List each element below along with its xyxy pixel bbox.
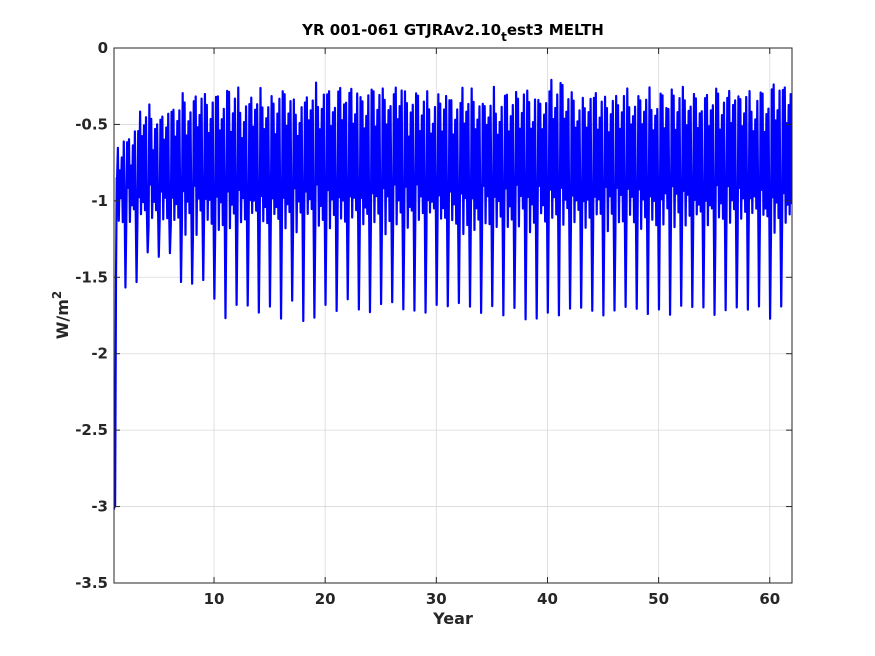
x-tick-label: 10 — [204, 590, 225, 608]
x-tick-label: 30 — [426, 590, 447, 608]
x-tick-label: 20 — [315, 590, 336, 608]
y-tick-label: -3.5 — [75, 574, 108, 592]
y-axis-ticks: 0 -0.5 -1 -1.5 -2 -2.5 -3 -3.5 — [75, 39, 792, 592]
x-tick-label: 40 — [537, 590, 558, 608]
x-tick-label: 50 — [648, 590, 669, 608]
y-tick-label: -2.5 — [75, 421, 108, 439]
chart-title-rest: est3 MELTH — [507, 21, 604, 39]
y-axis-label-superscript: 2 — [50, 291, 64, 299]
y-tick-label: -2 — [91, 345, 108, 363]
chart-title-main: YR 001-061 GTJRAv2.10 — [301, 21, 501, 39]
series-line-melth — [114, 78, 792, 510]
plot-clip — [114, 78, 792, 510]
y-axis-label-base: W/m — [53, 299, 72, 339]
y-tick-label: -3 — [91, 498, 108, 516]
plot-area-frame — [113, 47, 793, 584]
chart-title: YR 001-061 GTJRAv2.10test3 MELTH — [301, 21, 604, 44]
y-tick-label: -0.5 — [75, 115, 108, 133]
chart-title-subscript: t — [501, 30, 507, 44]
y-tick-label: 0 — [98, 39, 108, 57]
x-axis-label: Year — [432, 609, 473, 628]
y-axis-label: W/m2 — [50, 291, 72, 340]
y-tick-label: -1.5 — [75, 268, 108, 286]
x-tick-label: 60 — [759, 590, 780, 608]
y-tick-label: -1 — [91, 192, 108, 210]
x-axis-ticks: 10 20 30 40 50 60 — [204, 48, 780, 608]
